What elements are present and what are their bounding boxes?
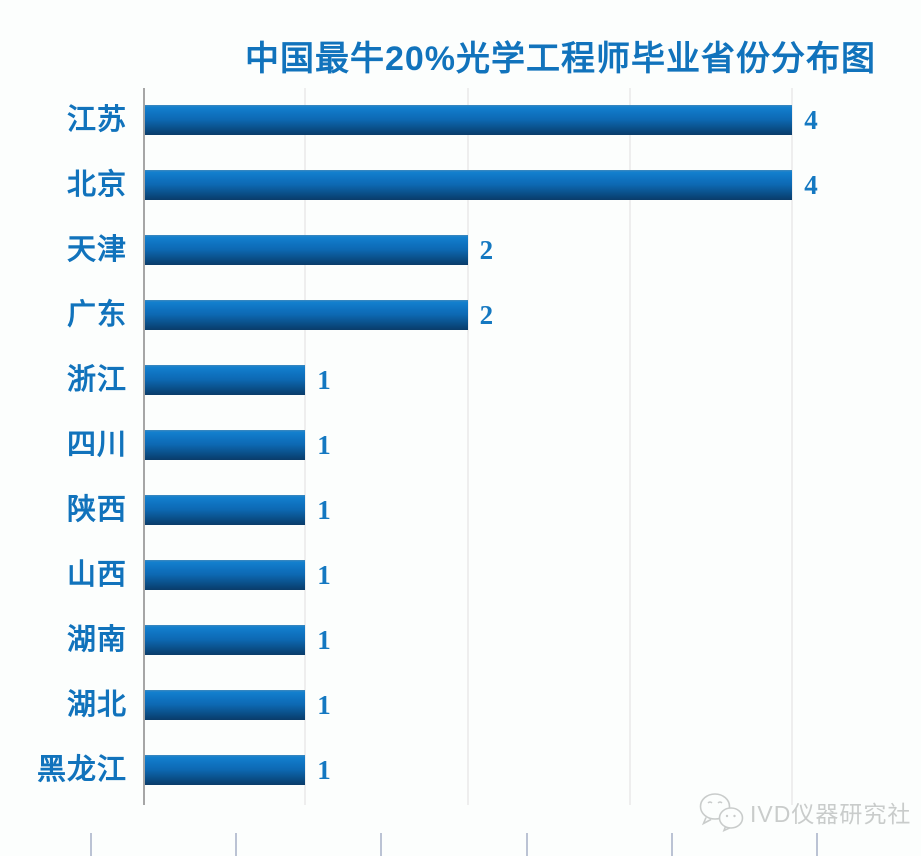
gridline-x-2 xyxy=(466,88,469,805)
bar xyxy=(145,430,306,460)
bar xyxy=(145,560,306,590)
value-label: 1 xyxy=(317,430,331,460)
value-label: 1 xyxy=(317,560,331,590)
category-label: 江苏 xyxy=(66,104,127,136)
bottom-axis-tick xyxy=(90,833,92,856)
bar xyxy=(145,170,793,200)
plot-area xyxy=(143,88,921,805)
bar xyxy=(145,105,793,135)
category-label: 陕西 xyxy=(66,494,127,526)
bar xyxy=(145,365,306,395)
value-label: 4 xyxy=(804,105,818,135)
bottom-axis-tick xyxy=(235,833,238,856)
value-label: 1 xyxy=(317,625,331,655)
category-label: 广东 xyxy=(66,299,127,331)
value-label: 1 xyxy=(317,365,331,395)
bar xyxy=(145,300,468,330)
value-label: 2 xyxy=(479,235,494,265)
category-label: 四川 xyxy=(66,429,127,461)
bottom-axis-tick xyxy=(816,833,818,856)
value-label: 1 xyxy=(317,690,331,720)
bar xyxy=(145,625,306,655)
category-label: 湖南 xyxy=(66,624,127,656)
gridline-x-1 xyxy=(304,88,307,805)
bar xyxy=(145,235,468,265)
bar xyxy=(145,495,306,525)
category-label: 天津 xyxy=(66,234,127,266)
chart-title: 中国最牛20%光学工程师毕业省份分布图 xyxy=(244,40,877,78)
watermark-text: IVD仪器研究社 xyxy=(750,801,912,827)
value-label: 1 xyxy=(317,755,331,785)
wechat-icon xyxy=(699,793,744,832)
bottom-axis-tick xyxy=(525,833,528,856)
value-label: 1 xyxy=(317,495,331,525)
value-label: 2 xyxy=(479,300,494,330)
watermark: IVD仪器研究社 xyxy=(697,792,911,832)
category-label: 黑龙江 xyxy=(36,754,127,786)
gridline-x-3 xyxy=(628,88,631,805)
value-label: 4 xyxy=(804,170,818,200)
bottom-axis-tick xyxy=(670,833,673,856)
category-label: 北京 xyxy=(66,169,127,201)
gridline-x-4 xyxy=(791,88,794,805)
category-label: 浙江 xyxy=(66,364,127,396)
category-label: 山西 xyxy=(66,559,127,591)
bar xyxy=(145,755,306,785)
y-axis-line xyxy=(143,88,145,805)
category-label: 湖北 xyxy=(66,689,127,721)
bottom-axis-tick xyxy=(380,833,383,856)
bar xyxy=(145,690,306,720)
